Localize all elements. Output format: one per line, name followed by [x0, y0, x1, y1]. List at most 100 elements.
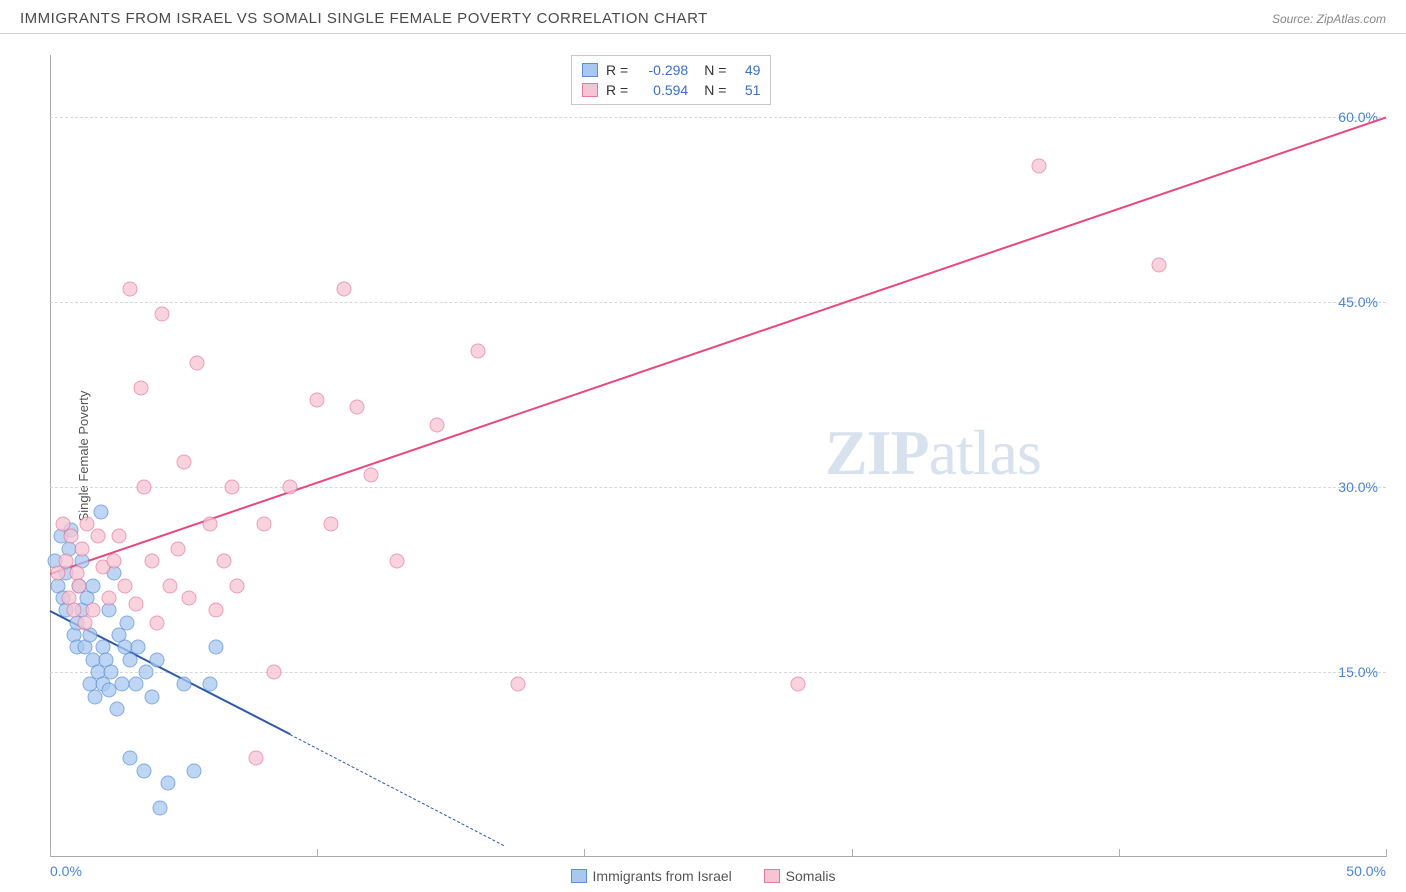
data-point [470, 344, 485, 359]
stats-row-israel: R = -0.298 N = 49 [582, 60, 760, 80]
data-point [59, 553, 74, 568]
data-point [176, 677, 191, 692]
data-point [120, 615, 135, 630]
data-point [430, 418, 445, 433]
data-point [203, 516, 218, 531]
data-point [283, 479, 298, 494]
data-point [187, 763, 202, 778]
data-point [216, 553, 231, 568]
trend-line [50, 117, 1387, 575]
data-point [224, 479, 239, 494]
bottom-legend: Immigrants from Israel Somalis [0, 868, 1406, 886]
data-point [390, 553, 405, 568]
scatter-plot: 15.0%30.0%45.0%60.0%0.0%50.0% [50, 55, 1386, 857]
data-point [136, 479, 151, 494]
y-tick-label: 30.0% [1338, 479, 1378, 495]
data-point [163, 578, 178, 593]
data-point [160, 775, 175, 790]
y-tick-label: 15.0% [1338, 664, 1378, 680]
x-tick [1386, 849, 1387, 857]
data-point [128, 677, 143, 692]
correlation-stats-legend: R = -0.298 N = 49 R = 0.594 N = 51 [571, 55, 771, 105]
chart-title: IMMIGRANTS FROM ISRAEL VS SOMALI SINGLE … [20, 10, 708, 27]
gridline [50, 672, 1386, 673]
chart-plot-area: Single Female Poverty ZIPatlas 15.0%30.0… [50, 55, 1386, 857]
data-point [336, 282, 351, 297]
data-point [248, 751, 263, 766]
data-point [791, 677, 806, 692]
data-point [144, 689, 159, 704]
data-point [310, 393, 325, 408]
data-point [136, 763, 151, 778]
data-point [155, 307, 170, 322]
data-point [203, 677, 218, 692]
data-point [1031, 159, 1046, 174]
data-point [104, 664, 119, 679]
data-point [107, 553, 122, 568]
source-value: ZipAtlas.com [1317, 12, 1386, 26]
data-point [323, 516, 338, 531]
data-point [80, 516, 95, 531]
data-point [123, 751, 138, 766]
x-tick [50, 849, 51, 857]
data-point [64, 529, 79, 544]
source-attribution: Source: ZipAtlas.com [1272, 12, 1386, 26]
data-point [230, 578, 245, 593]
data-point [363, 467, 378, 482]
data-point [149, 652, 164, 667]
x-tick [852, 849, 853, 857]
legend-label-somalis: Somalis [786, 868, 836, 884]
data-point [72, 578, 87, 593]
data-point [85, 603, 100, 618]
x-tick [1119, 849, 1120, 857]
data-point [152, 800, 167, 815]
data-point [208, 603, 223, 618]
data-point [117, 578, 132, 593]
trend-line [290, 734, 504, 846]
legend-item-somalis: Somalis [764, 868, 836, 884]
data-point [171, 541, 186, 556]
data-point [75, 541, 90, 556]
data-point [133, 381, 148, 396]
y-tick-label: 45.0% [1338, 294, 1378, 310]
stats-row-somalis: R = 0.594 N = 51 [582, 80, 760, 100]
data-point [176, 455, 191, 470]
source-label: Source: [1272, 12, 1317, 26]
data-point [149, 615, 164, 630]
legend-swatch-somalis [764, 869, 780, 883]
x-tick [584, 849, 585, 857]
data-point [85, 578, 100, 593]
swatch-somalis [582, 83, 598, 97]
swatch-israel [582, 63, 598, 77]
n-value-somalis: 51 [734, 82, 760, 98]
data-point [109, 701, 124, 716]
gridline [50, 302, 1386, 303]
data-point [1151, 257, 1166, 272]
data-point [181, 590, 196, 605]
data-point [131, 640, 146, 655]
data-point [208, 640, 223, 655]
data-point [67, 603, 82, 618]
gridline [50, 117, 1386, 118]
data-point [256, 516, 271, 531]
data-point [93, 504, 108, 519]
data-point [267, 664, 282, 679]
data-point [189, 356, 204, 371]
data-point [510, 677, 525, 692]
n-value-israel: 49 [734, 62, 760, 78]
data-point [123, 282, 138, 297]
data-point [112, 529, 127, 544]
data-point [139, 664, 154, 679]
r-value-israel: -0.298 [636, 62, 688, 78]
legend-item-israel: Immigrants from Israel [571, 868, 732, 884]
data-point [128, 597, 143, 612]
r-value-somalis: 0.594 [636, 82, 688, 98]
data-point [101, 590, 116, 605]
x-tick [317, 849, 318, 857]
chart-header: IMMIGRANTS FROM ISRAEL VS SOMALI SINGLE … [0, 0, 1406, 34]
legend-label-israel: Immigrants from Israel [593, 868, 732, 884]
legend-swatch-israel [571, 869, 587, 883]
data-point [350, 399, 365, 414]
data-point [144, 553, 159, 568]
gridline [50, 487, 1386, 488]
